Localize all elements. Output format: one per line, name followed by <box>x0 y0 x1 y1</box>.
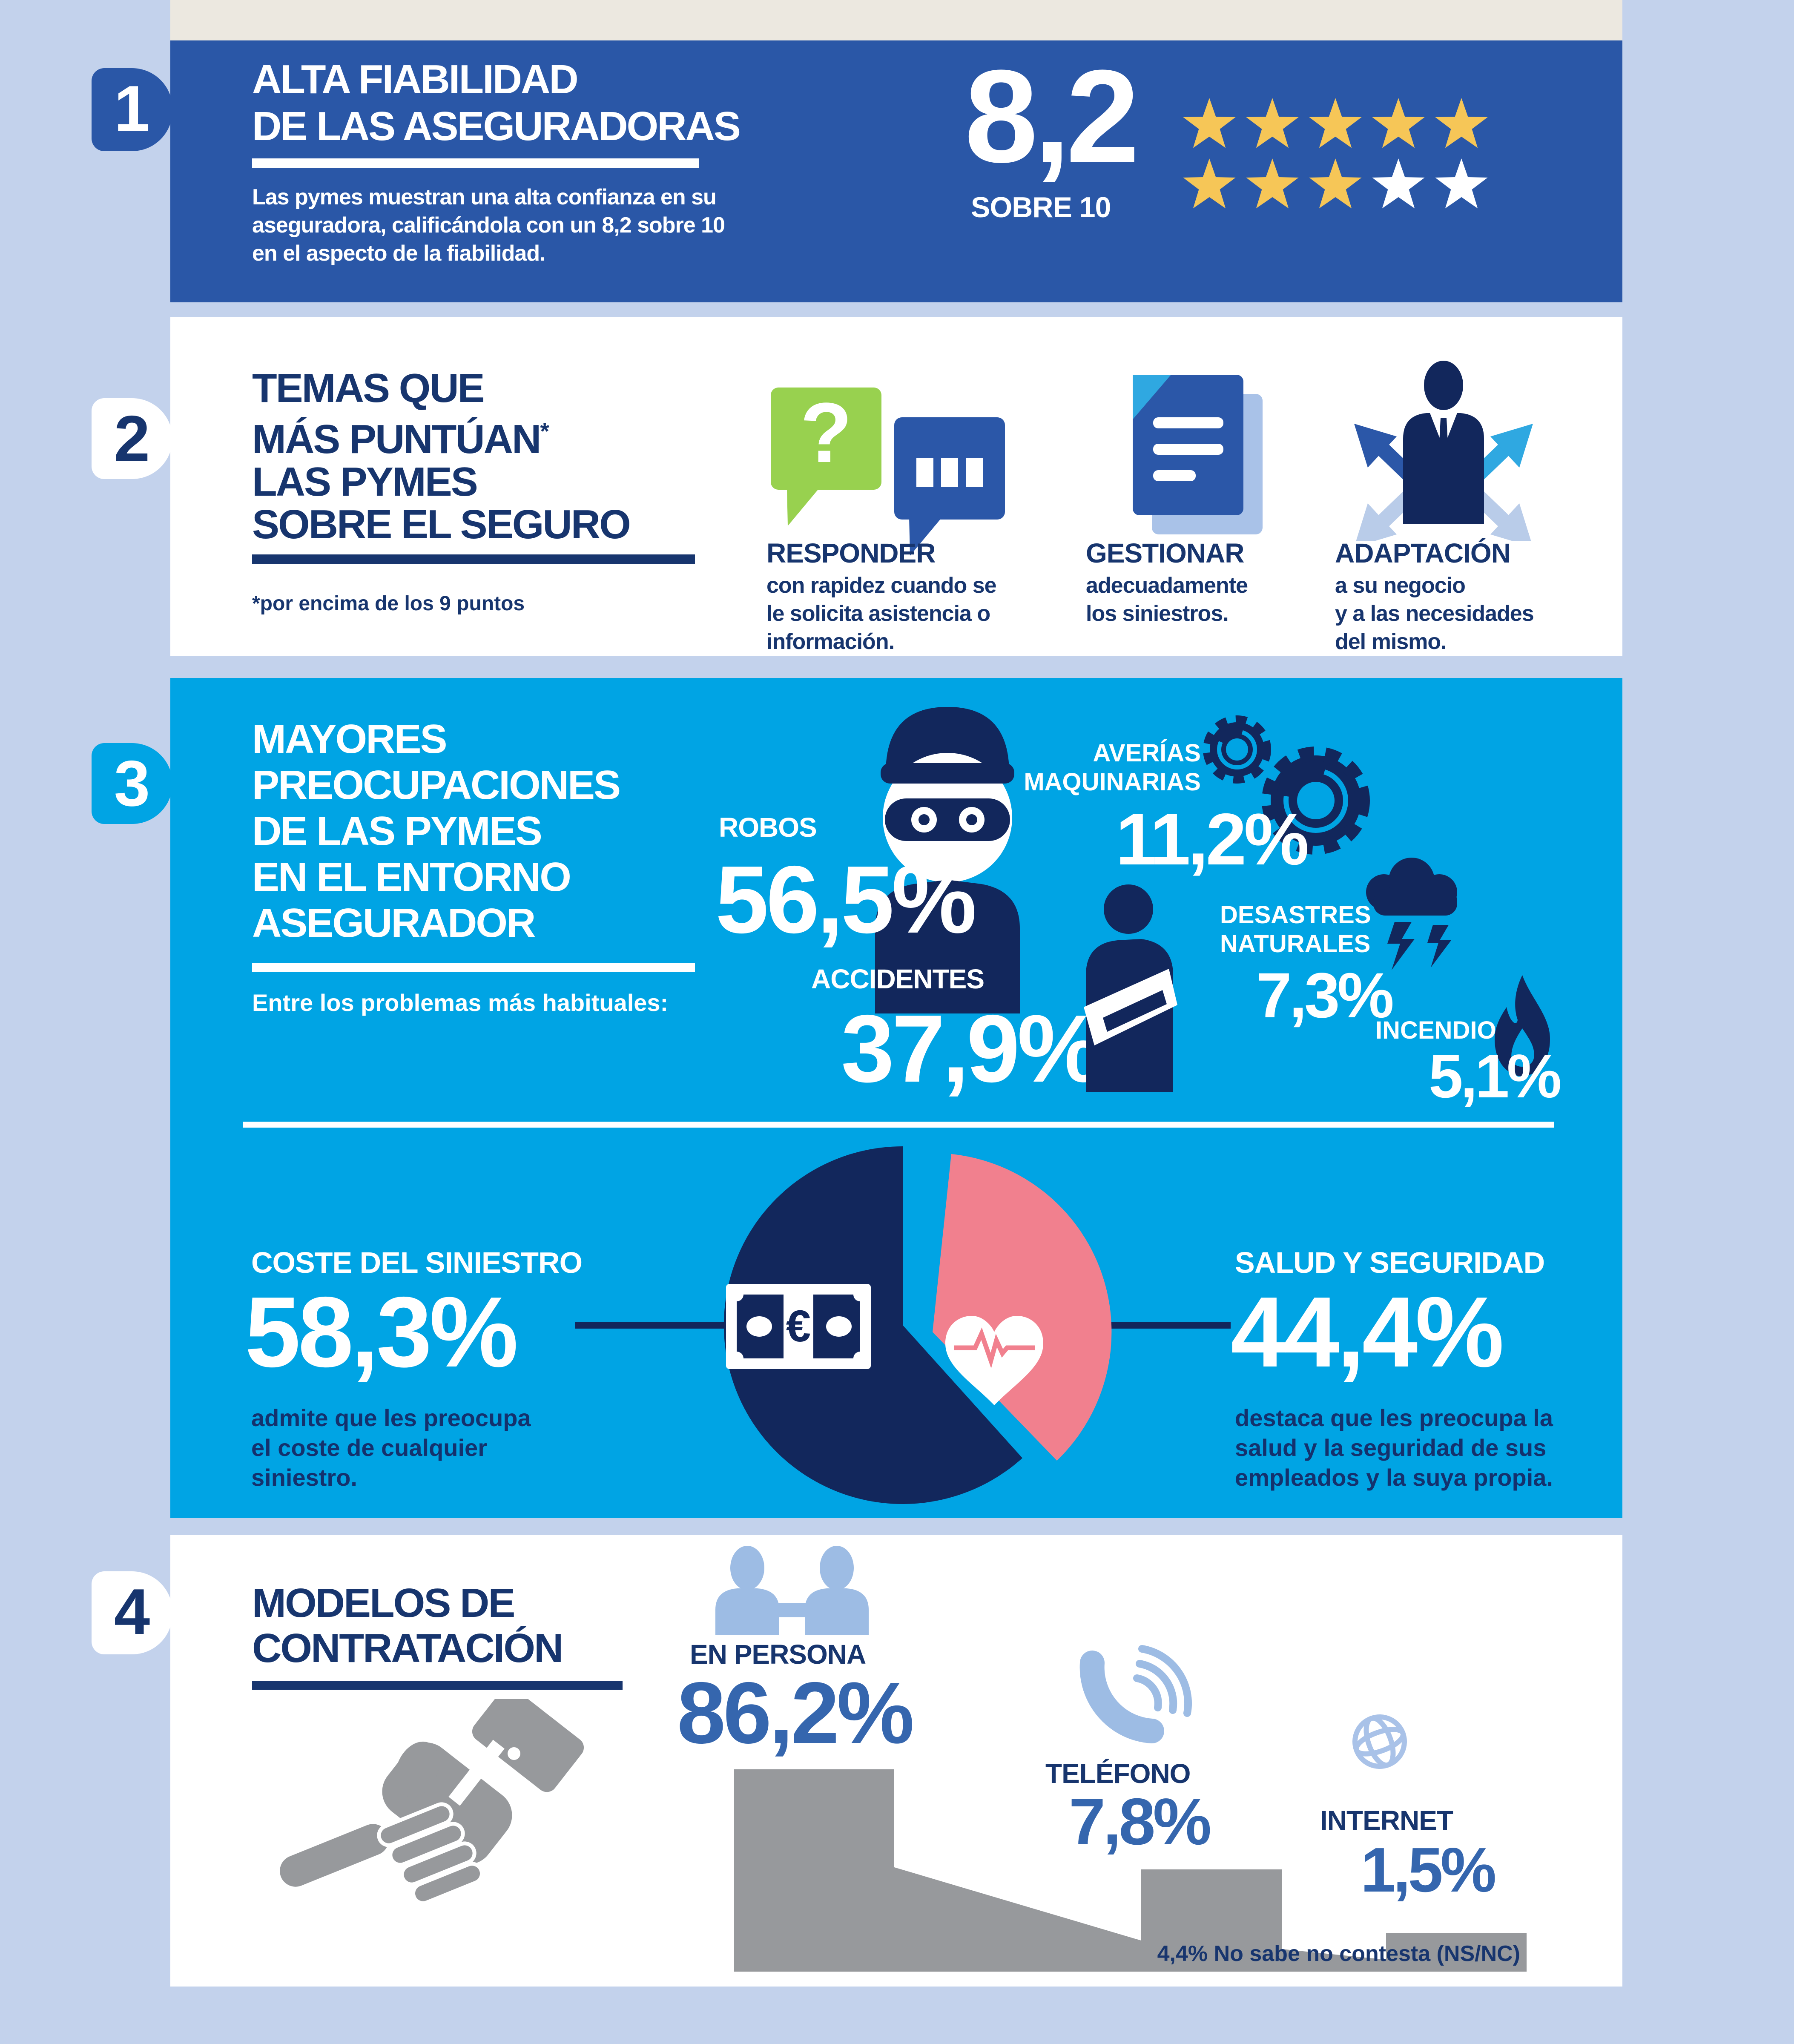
s2-item-label: GESTIONAR <box>1086 538 1244 568</box>
badge-3-number: 3 <box>114 747 150 820</box>
models-bar-chart <box>734 1769 1527 1972</box>
s2-title: TEMAS QUE MÁS PUNTÚAN* LAS PYMES SOBRE E… <box>252 365 631 547</box>
s4-footnote: 4,4% No sabe no contesta (NS/NC) <box>1157 1941 1520 1966</box>
robos-value: 56,5% <box>715 846 977 953</box>
salud-desc: destaca que les preocupa la salud y la s… <box>1235 1404 1553 1491</box>
burglar-icon <box>875 707 1020 1013</box>
en-persona-label: EN PERSONA <box>690 1639 866 1670</box>
accidentes-value: 37,9% <box>841 995 1102 1102</box>
averias-label: AVERÍAS MAQUINARIAS <box>1024 739 1201 796</box>
s1-score: 8,2 <box>964 42 1140 190</box>
badge-2: 2 <box>92 398 172 479</box>
incendios-label: INCENDIOS <box>1375 1016 1513 1044</box>
handshake-icon <box>280 1699 584 1905</box>
en-persona-value: 86,2% <box>677 1664 914 1762</box>
question-bubble <box>771 388 881 490</box>
badge-4: 4 <box>92 1571 172 1654</box>
s2-underline <box>252 554 695 564</box>
storm-cloud-icon <box>1366 858 1457 970</box>
heart-pulse-icon <box>945 1316 1043 1405</box>
svg-text:?: ? <box>800 385 852 480</box>
star-icon <box>1309 158 1362 209</box>
internet-value: 1,5% <box>1361 1835 1496 1905</box>
star-icon <box>1372 98 1425 148</box>
badge-3: 3 <box>92 743 172 824</box>
document-icon <box>1133 375 1263 534</box>
euro-banknote-icon: € <box>726 1284 871 1369</box>
s2-item-desc: a su negocio y a las necesidades del mis… <box>1335 573 1534 654</box>
s1-title: ALTA FIABILIDAD DE LAS ASEGURADORAS <box>252 57 741 149</box>
svg-text:€: € <box>786 1301 811 1351</box>
salud-value: 44,4% <box>1231 1276 1504 1388</box>
s4-title: MODELOS DE CONTRATACIÓN <box>252 1580 563 1671</box>
question-chat-icon: ? <box>771 385 1005 556</box>
s4-underline <box>252 1681 623 1690</box>
globe-icon <box>1352 1714 1407 1769</box>
s1-score-label: SOBRE 10 <box>971 191 1111 224</box>
coste-desc: admite que les preocupa el coste de cual… <box>251 1404 531 1491</box>
s2-title-asterisk: * <box>540 418 549 444</box>
s1-underline <box>252 158 699 168</box>
pie-chart: € <box>723 1146 1112 1504</box>
internet-label: INTERNET <box>1320 1805 1453 1836</box>
s1-body: Las pymes muestran una alta confianza en… <box>252 185 725 266</box>
businessman-arrows-icon <box>1354 361 1533 541</box>
s2-item-label: RESPONDER <box>766 538 936 568</box>
pie-slice-salud <box>933 1154 1112 1461</box>
s2-item-desc: adecuadamente los siniestros. <box>1086 573 1248 626</box>
star-icon <box>1246 158 1299 209</box>
s3-separator <box>243 1122 1554 1128</box>
s3-subtitle: Entre los problemas más habituales: <box>252 989 669 1016</box>
desastres-value: 7,3% <box>1256 959 1394 1031</box>
pie-connector-right <box>1107 1322 1231 1329</box>
pie-slice-coste <box>723 1146 1022 1504</box>
s3-underline <box>252 963 695 972</box>
coste-label: COSTE DEL SINIESTRO <box>251 1246 583 1279</box>
salud-label: SALUD Y SEGURIDAD <box>1235 1246 1545 1279</box>
s3-title: MAYORES PREOCUPACIONES DE LAS PYMES EN E… <box>252 716 621 946</box>
two-people-icon <box>715 1546 869 1635</box>
badge-1: 1 <box>92 68 172 151</box>
flame-icon <box>1495 975 1550 1077</box>
star-icon <box>1372 158 1425 209</box>
badge-2-number: 2 <box>114 402 150 475</box>
robos-label: ROBOS <box>719 812 817 843</box>
desastres-label: DESASTRES NATURALES <box>1220 901 1371 958</box>
phone-icon <box>1079 1645 1192 1743</box>
star-icon <box>1183 98 1236 148</box>
injured-person-icon <box>1084 884 1177 1092</box>
star-icon <box>1246 98 1299 148</box>
s2-footnote: *por encima de los 9 puntos <box>252 592 525 615</box>
pie-connector-left <box>575 1322 724 1329</box>
s2-item-desc: con rapidez cuando se le solicita asiste… <box>766 573 997 654</box>
badge-4-number: 4 <box>114 1576 150 1648</box>
badge-1-number: 1 <box>114 72 150 145</box>
section-1-banner <box>170 40 1622 302</box>
star-icon <box>1309 98 1362 148</box>
gears-icon <box>1203 715 1370 855</box>
star-icon <box>1435 98 1488 148</box>
accidentes-label: ACCIDENTES <box>811 964 985 994</box>
star-icon <box>1183 158 1236 209</box>
star-rating <box>1180 97 1503 221</box>
top-strip <box>170 0 1622 40</box>
star-icon <box>1435 158 1488 209</box>
coste-value: 58,3% <box>245 1276 518 1388</box>
incendios-value: 5,1% <box>1429 1042 1561 1111</box>
telefono-value: 7,8% <box>1069 1785 1211 1858</box>
averias-value: 11,2% <box>1116 798 1309 880</box>
s2-item-label: ADAPTACIÓN <box>1335 538 1511 568</box>
telefono-label: TELÉFONO <box>1045 1758 1191 1789</box>
